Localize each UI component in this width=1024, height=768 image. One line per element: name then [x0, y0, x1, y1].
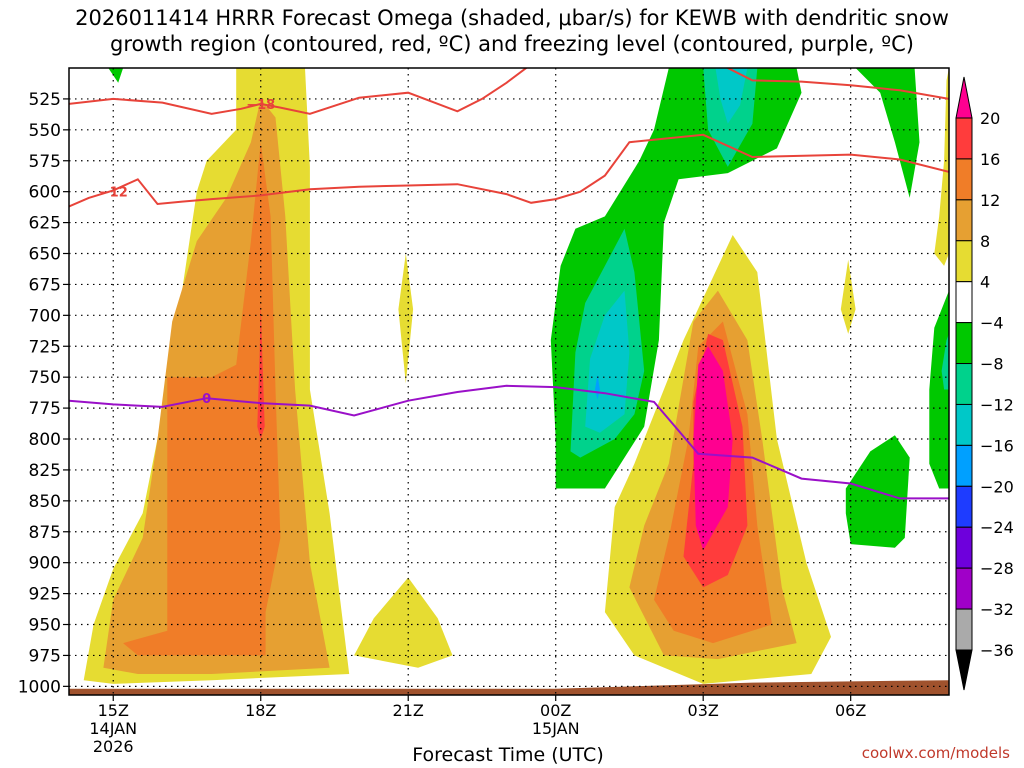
x-tick-label-03Z: 03Z [688, 701, 719, 720]
y-tick-label-675: 675 [29, 275, 61, 295]
temperature-contour--18 [69, 68, 949, 115]
colorbar-box [955, 567, 973, 610]
chart-title-line1: 2026011414 HRRR Forecast Omega (shaded, … [75, 6, 949, 30]
credit-link[interactable]: coolwx.com/models [861, 744, 1010, 762]
colorbar-label--28: −28 [980, 559, 1014, 578]
chart-title-line2: growth region (contoured, red, ºC) and f… [110, 32, 914, 56]
colorbar-label--36: −36 [980, 641, 1014, 660]
x-tick-sublabel: 15JAN [532, 719, 580, 738]
colorbar-label-8: 8 [980, 232, 990, 251]
colorbar-box [955, 608, 973, 651]
x-tick-label-21Z: 21Z [393, 701, 424, 720]
omega-region--12 [715, 68, 748, 124]
colorbar-box [955, 526, 973, 569]
temperature-contour-label: −12 [99, 186, 128, 201]
plot-area: −12 −18 0 [69, 68, 949, 695]
y-tick-label-625: 625 [29, 214, 61, 234]
colorbar: 20 16 12 8 4 −4 −8 −12 −16 −20 −24 −28 −32 −36 [955, 76, 1014, 691]
y-tick-label-875: 875 [29, 523, 61, 543]
x-tick-sublabel: 2026 [93, 737, 134, 756]
colorbar-top-arrow [955, 76, 973, 119]
y-tick-label-725: 725 [29, 337, 61, 357]
colorbar-box [955, 322, 973, 365]
y-tick-label-750: 750 [29, 368, 61, 388]
y-tick-label-550: 550 [29, 121, 61, 141]
colorbar-label-20: 20 [980, 109, 1000, 128]
y-tick-label-950: 950 [29, 616, 61, 636]
y-tick-label-575: 575 [29, 152, 61, 172]
omega-region-4 [354, 577, 453, 668]
x-tick-label-06Z: 06Z [835, 701, 866, 720]
omega-region-20 [693, 346, 733, 551]
colorbar-box [955, 363, 973, 405]
colorbar-label--32: −32 [980, 600, 1014, 619]
colorbar-box [955, 485, 973, 528]
omega-region-4 [398, 253, 414, 384]
x-axis-label: Forecast Time (UTC) [412, 744, 604, 766]
colorbar-label--4: −4 [980, 314, 1004, 333]
omega-region-4 [840, 259, 856, 334]
colorbar-box [955, 403, 973, 446]
colorbar-label-4: 4 [980, 273, 990, 292]
colorbar-box [955, 240, 973, 283]
y-tick-label-850: 850 [29, 492, 61, 512]
colorbar-label--20: −20 [980, 477, 1014, 496]
colorbar-box [955, 281, 973, 324]
omega-region-16 [257, 303, 265, 439]
x-tick-label-15Z: 15Z [98, 701, 129, 720]
plot-frame [68, 67, 950, 696]
colorbar-label--8: −8 [980, 355, 1004, 374]
y-tick-label-1000: 1000 [18, 677, 61, 697]
omega-region--8 [941, 333, 949, 390]
temperature-contour-label: −18 [246, 98, 275, 113]
y-tick-label-600: 600 [29, 183, 61, 203]
omega-region-4 [934, 68, 949, 266]
colorbar-label-12: 12 [980, 191, 1000, 210]
y-tick-label-925: 925 [29, 585, 61, 605]
y-tick-label-800: 800 [29, 430, 61, 450]
colorbar-box [955, 158, 973, 201]
temperature-contour--12 [69, 133, 949, 208]
x-tick-label-00Z: 00Z [540, 701, 571, 720]
colorbar-box [955, 117, 973, 160]
omega-region--4 [855, 68, 920, 198]
y-tick-label-700: 700 [29, 306, 61, 326]
x-tick-sublabel: 14JAN [89, 719, 137, 738]
y-tick-label-525: 525 [29, 90, 61, 110]
y-tick-label-650: 650 [29, 245, 61, 265]
freezing-contour-0 [69, 384, 949, 500]
terrain-fill [69, 680, 949, 695]
y-tick-label-900: 900 [29, 554, 61, 574]
colorbar-label--16: −16 [980, 436, 1014, 455]
freezing-contour-label: 0 [202, 392, 211, 407]
colorbar-bottom-arrow [955, 649, 973, 691]
colorbar-label-16: 16 [980, 150, 1000, 169]
y-tick-label-975: 975 [29, 646, 61, 666]
colorbar-box [955, 199, 973, 242]
y-tick-label-825: 825 [29, 461, 61, 481]
colorbar-box [955, 444, 973, 487]
colorbar-label--12: −12 [980, 395, 1014, 414]
omega-region--12 [585, 290, 630, 433]
y-tick-label-775: 775 [29, 399, 61, 419]
omega-region--4 [108, 68, 124, 83]
x-tick-label-18Z: 18Z [245, 701, 276, 720]
colorbar-label--24: −24 [980, 518, 1014, 537]
